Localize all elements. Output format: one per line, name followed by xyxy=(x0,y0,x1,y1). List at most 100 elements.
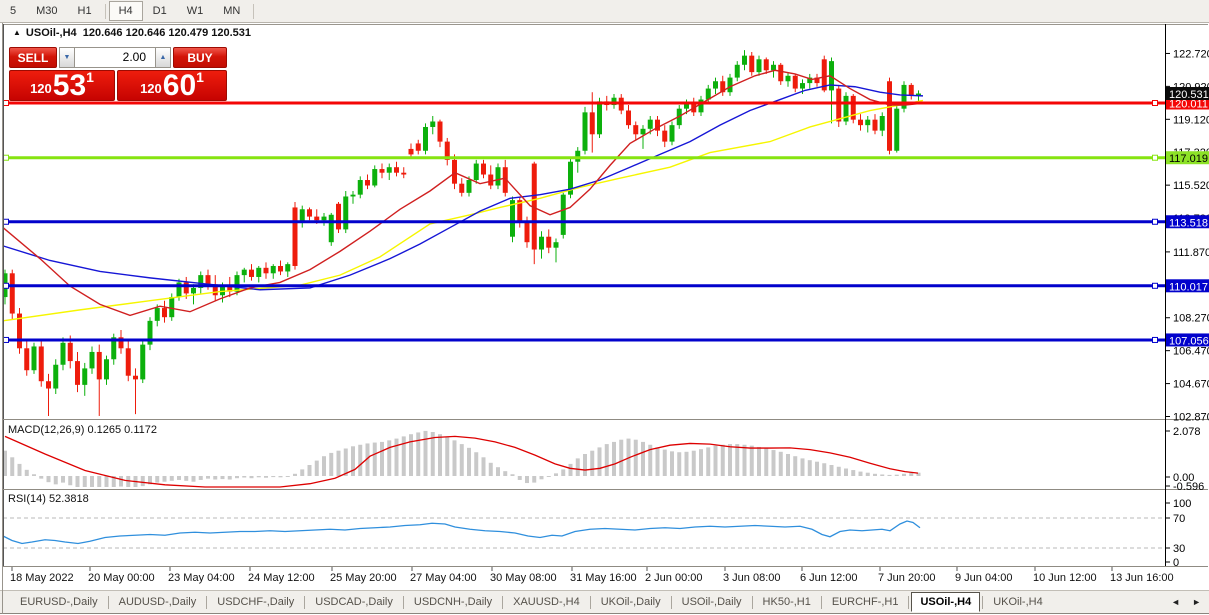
tab-separator xyxy=(982,595,984,609)
chart-tab-eurusd-daily[interactable]: EURUSD-,Daily xyxy=(20,596,98,608)
time-axis-label: 23 May 04:00 xyxy=(168,572,235,584)
rsi-indicator-label: RSI(14) 52.3818 xyxy=(8,493,89,505)
timeframe-button-5[interactable]: 5 xyxy=(10,5,17,17)
rsi-tick-label: 30 xyxy=(1173,543,1185,555)
timeframe-button-h4[interactable]: H4 xyxy=(108,1,143,21)
chart-tab-xauusd-h4[interactable]: XAUUSD-,H4 xyxy=(513,596,580,608)
chart-tab-audusd-daily[interactable]: AUDUSD-,Daily xyxy=(118,596,197,608)
price-level-badge-text: 120.011 xyxy=(1169,99,1208,111)
volume-input[interactable]: 2.00 xyxy=(74,47,156,68)
buy-price-pips: 60 xyxy=(162,69,197,103)
price-level-badge xyxy=(1166,215,1209,229)
sell-price-pips: 53 xyxy=(52,69,87,103)
sell-price-fraction: 1 xyxy=(86,69,94,85)
one-click-trade-panel: SELL ▼ 2.00 ▲ BUY 120 53 1 120 60 1 xyxy=(9,47,227,101)
buy-price-fraction: 1 xyxy=(196,69,204,85)
macd-tick-label: 2.078 xyxy=(1173,426,1201,438)
moving-averages xyxy=(2,69,924,322)
time-axis-label: 13 Jun 16:00 xyxy=(1110,572,1174,584)
ma-slow-yellow xyxy=(2,99,924,322)
price-tick-label: 119.120 xyxy=(1173,114,1209,126)
toolbar-separator xyxy=(104,3,106,19)
price-level-badge-text: 120.531 xyxy=(1169,89,1209,101)
chart-tab-ukoil-h4[interactable]: UKOil-,H4 xyxy=(993,596,1043,608)
timeframe-button-m30[interactable]: M30 xyxy=(36,5,58,17)
tab-scroll-right-icon[interactable]: ► xyxy=(1192,597,1201,607)
sell-price-big-figure: 120 xyxy=(30,81,52,96)
tab-scroll-left-icon[interactable]: ◄ xyxy=(1171,597,1181,607)
horizontal-level-lines[interactable] xyxy=(3,100,1165,343)
tab-separator xyxy=(402,595,404,609)
toolbar-separator xyxy=(253,3,255,19)
sell-button[interactable]: SELL xyxy=(9,47,57,68)
tab-separator xyxy=(908,595,910,609)
chart-tab-usdchf-daily[interactable]: USDCHF-,Daily xyxy=(217,596,295,608)
tab-separator xyxy=(107,595,109,609)
chart-tab-eurchf-h1[interactable]: EURCHF-,H1 xyxy=(831,596,899,608)
line-handle xyxy=(1152,154,1158,161)
timeframe-toolbar: 5 M30 H1 H4 D1 W1 MN xyxy=(0,0,1209,23)
chart-tab-ukoil-daily[interactable]: UKOil-,Daily xyxy=(600,596,661,608)
line-handle xyxy=(1152,282,1158,289)
price-level-badge-text: 117.019 xyxy=(1169,153,1208,165)
price-level-badge xyxy=(1166,279,1209,293)
buy-price-big-figure: 120 xyxy=(140,81,162,96)
timeframe-button-h1[interactable]: H1 xyxy=(77,5,92,17)
rsi-line xyxy=(2,520,921,545)
tab-separator xyxy=(670,595,672,609)
time-axis-label: 2 Jun 00:00 xyxy=(645,572,703,584)
sell-price-button[interactable]: 120 53 1 xyxy=(9,69,115,103)
price-tick-label: 104.670 xyxy=(1173,379,1209,391)
rsi-tick-label: 100 xyxy=(1173,498,1191,510)
volume-decrease-button[interactable]: ▼ xyxy=(59,47,75,68)
price-level-badge xyxy=(1166,86,1209,100)
line-handle xyxy=(1152,336,1158,343)
collapse-panel-icon[interactable]: ▲ xyxy=(13,28,21,37)
time-axis-label: 20 May 00:00 xyxy=(88,572,155,584)
chart-title: ▲ USOil-,H4 120.646 120.646 120.479 120.5… xyxy=(13,27,251,39)
time-axis-label: 31 May 16:00 xyxy=(570,572,637,584)
time-axis-label: 3 Jun 08:00 xyxy=(723,572,781,584)
tab-separator xyxy=(502,595,504,609)
line-handle xyxy=(3,336,9,343)
tab-separator xyxy=(304,595,306,609)
chart-tab-usdcnh-daily[interactable]: USDCNH-,Daily xyxy=(413,596,493,608)
price-level-badge-text: 113.518 xyxy=(1169,217,1208,229)
price-tick-label: 108.270 xyxy=(1173,313,1209,325)
price-tick-label: 111.870 xyxy=(1173,247,1209,259)
price-tick-label: 102.870 xyxy=(1173,412,1209,424)
chart-tab-usoil-daily[interactable]: USOil-,Daily xyxy=(681,596,742,608)
rsi-tick-label: 70 xyxy=(1173,513,1185,525)
timeframe-button-d1[interactable]: D1 xyxy=(152,5,167,17)
line-handle xyxy=(1152,100,1158,106)
time-axis-label: 27 May 04:00 xyxy=(410,572,477,584)
time-axis-label: 6 Jun 12:00 xyxy=(800,572,858,584)
buy-price-button[interactable]: 120 60 1 xyxy=(117,69,227,103)
volume-increase-button[interactable]: ▲ xyxy=(155,47,171,68)
line-handle xyxy=(3,154,9,161)
tab-separator xyxy=(820,595,822,609)
price-tick-label: 115.520 xyxy=(1173,180,1209,192)
chart-symbol-label: USOil-,H4 xyxy=(25,27,77,39)
macd-indicator-label: MACD(12,26,9) 0.1265 0.1172 xyxy=(8,424,157,436)
chart-tab-usdcad-daily[interactable]: USDCAD-,Daily xyxy=(315,596,393,608)
tab-separator xyxy=(751,595,753,609)
line-handle xyxy=(3,100,9,106)
chart-tab-hk50-h1[interactable]: HK50-,H1 xyxy=(762,596,811,608)
price-level-badge xyxy=(1166,333,1209,347)
rsi-tick-label: 0 xyxy=(1173,557,1179,569)
time-axis-label: 7 Jun 20:00 xyxy=(878,572,936,584)
buy-button[interactable]: BUY xyxy=(173,47,227,68)
symbol-tab-bar: EURUSD-,Daily AUDUSD-,Daily USDCHF-,Daily U… xyxy=(0,590,1209,614)
macd-tick-label: 0.00 xyxy=(1173,472,1194,484)
timeframe-button-w1[interactable]: W1 xyxy=(186,5,204,17)
timeframe-button-mn[interactable]: MN xyxy=(223,5,241,17)
window-left-border xyxy=(2,23,3,614)
chart-tab-usoil-h4[interactable]: USOil-,H4 xyxy=(911,592,981,612)
price-tick-label: 122.720 xyxy=(1173,48,1209,60)
ma-fast-red xyxy=(2,69,924,317)
time-axis-label: 25 May 20:00 xyxy=(330,572,397,584)
price-level-badge-text: 107.056 xyxy=(1169,335,1209,347)
